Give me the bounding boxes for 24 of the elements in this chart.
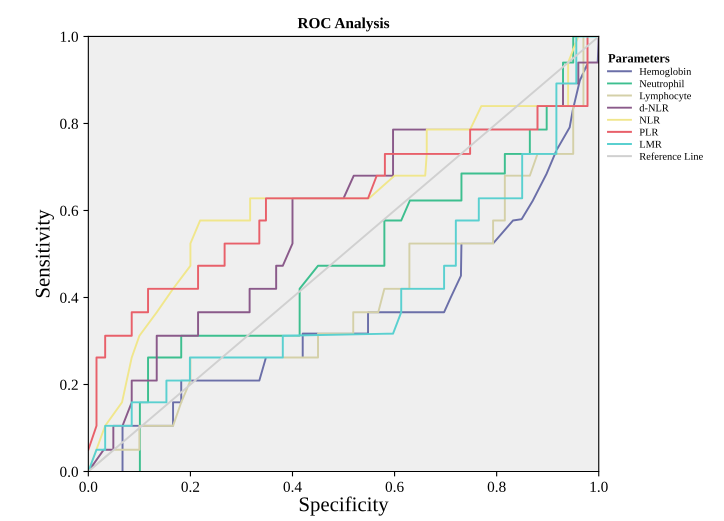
legend-label: Hemoglobin — [640, 68, 692, 78]
legend-title: Parameters — [608, 54, 670, 62]
y-axis-title: Sensitivity — [36, 210, 54, 298]
legend-label: NLR — [640, 116, 660, 124]
legend-label: d-NLR — [640, 104, 669, 112]
y-tick-label: 0.6 — [60, 206, 78, 216]
x-tick-label: 1.0 — [590, 482, 608, 492]
x-tick-label: 0.8 — [488, 482, 506, 492]
y-tick-label: 0.2 — [60, 380, 78, 390]
x-tick-label: 0.0 — [79, 482, 98, 492]
chart-title: ROC Analysis — [298, 18, 390, 32]
legend-label: Lymphocyte — [640, 92, 691, 102]
x-axis-title: Specificity — [300, 496, 389, 516]
y-tick-label: 0.4 — [60, 292, 78, 304]
x-tick-label: 0.4 — [284, 482, 302, 492]
y-tick-label: 0.8 — [60, 118, 78, 129]
y-tick-label: 0.0 — [60, 466, 78, 478]
y-tick-label: 1.0 — [60, 32, 78, 42]
legend-label: LMR — [640, 140, 662, 148]
legend-label: Neutrophil — [640, 80, 684, 90]
legend-label: Reference Line — [640, 152, 703, 160]
x-tick-label: 0.2 — [181, 482, 200, 492]
x-tick-label: 0.6 — [386, 482, 404, 492]
legend-label: PLR — [640, 128, 658, 136]
